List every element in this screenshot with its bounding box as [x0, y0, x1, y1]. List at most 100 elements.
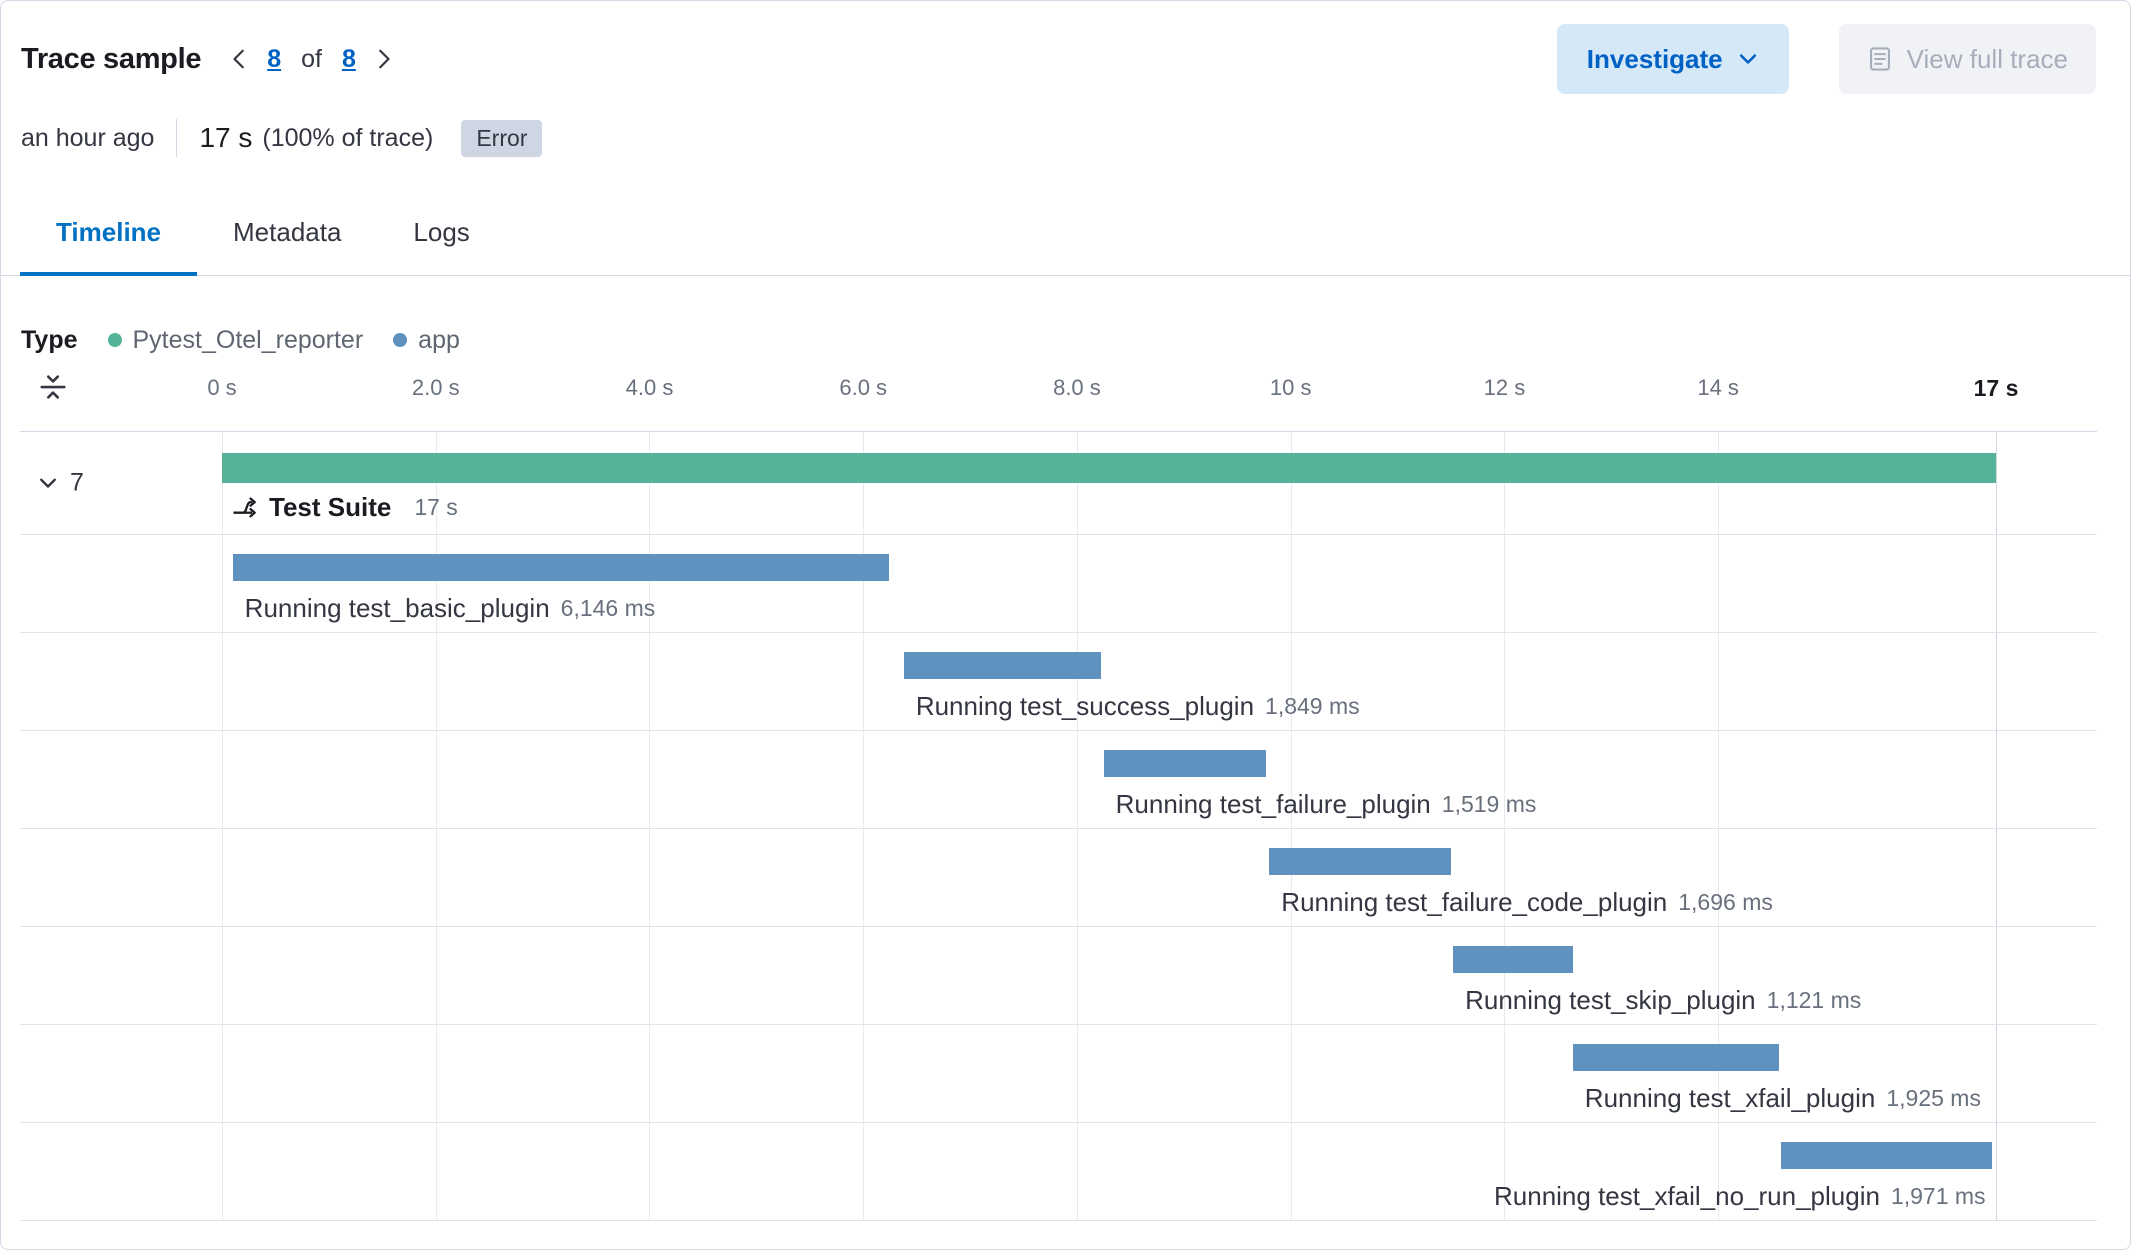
span-bar[interactable] — [1269, 848, 1451, 875]
waterfall-row-root: 7 Test Suite 17 s — [20, 432, 2097, 535]
span-label: Running test_success_plugin 1,849 ms — [916, 690, 1360, 722]
waterfall: 7 Test Suite 17 s Running test_basic_plu… — [20, 431, 2097, 1221]
span-name: Running test_basic_plugin — [244, 593, 550, 623]
grid-line — [863, 432, 865, 1220]
grid-line — [1996, 432, 1997, 1220]
investigate-label: Investigate — [1586, 43, 1723, 74]
axis-end-label: 17 s — [1973, 375, 2019, 401]
pagination-of-label: of — [301, 44, 322, 73]
span-duration: 1,121 ms — [1766, 987, 1862, 1013]
axis-tick-label: 2.0 s — [411, 375, 460, 400]
span-label: Running test_xfail_plugin 1,925 ms — [1585, 1082, 1981, 1114]
tab-logs[interactable]: Logs — [377, 197, 505, 275]
document-icon — [1869, 47, 1890, 71]
waterfall-row: Running test_xfail_plugin 1,925 ms — [20, 1025, 2097, 1123]
axis-tick-label: 12 s — [1483, 375, 1526, 400]
next-trace-button[interactable] — [368, 44, 398, 74]
legend-title: Type — [21, 325, 78, 354]
grid-line — [435, 432, 437, 1220]
tab-timeline[interactable]: Timeline — [20, 197, 198, 276]
span-label: Running test_failure_plugin 1,519 ms — [1116, 788, 1537, 820]
trace-summary: an hour ago 17 s (100% of trace) Error — [1, 115, 2130, 161]
span-duration: 1,696 ms — [1678, 889, 1773, 915]
header: Trace sample 8 of 8 Investigate View ful… — [1, 23, 2130, 95]
grid-line — [1718, 432, 1720, 1220]
legend-item-app: app — [393, 326, 460, 355]
span-duration: 1,925 ms — [1886, 1085, 1981, 1111]
axis-tick-label: 4.0 s — [625, 375, 674, 400]
axis-tick-label: 14 s — [1697, 375, 1739, 400]
span-bar[interactable] — [1781, 1142, 1992, 1169]
current-trace-link[interactable]: 8 — [267, 44, 282, 73]
investigate-button[interactable]: Investigate — [1556, 24, 1789, 94]
grid-line — [1076, 432, 1078, 1220]
waterfall-row: Running test_basic_plugin 6,146 ms — [20, 535, 2097, 633]
span-duration: 1,971 ms — [1890, 1183, 1986, 1209]
span-label: Running test_basic_plugin 6,146 ms — [245, 592, 656, 624]
span-label: Running test_xfail_no_run_plugin 1,971 ms — [1494, 1180, 1986, 1212]
child-count: 7 — [70, 468, 84, 497]
trace-branch-icon — [233, 497, 256, 518]
span-duration: 17 s — [414, 494, 458, 520]
legend-dot — [393, 333, 408, 347]
axis-tick-label: 8.0 s — [1053, 375, 1101, 400]
trace-timestamp: an hour ago — [21, 123, 155, 152]
accordion-toggle[interactable]: 7 — [36, 469, 84, 498]
legend-dot — [107, 333, 122, 347]
axis-tick-label: 6.0 s — [839, 375, 888, 400]
trace-duration: 17 s — [199, 122, 253, 153]
span-bar[interactable] — [1453, 946, 1573, 973]
span-name: Running test_failure_code_plugin — [1281, 887, 1668, 917]
span-label: Test Suite 17 s — [231, 491, 458, 523]
span-duration: 1,519 ms — [1441, 791, 1537, 817]
chevron-left-icon — [233, 49, 245, 69]
chevron-down-icon — [1739, 54, 1756, 64]
legend-item-pytest-otel-reporter: Pytest_Otel_reporter — [107, 325, 364, 355]
waterfall-row: Running test_success_plugin 1,849 ms — [20, 633, 2097, 731]
legend-label: Pytest_Otel_reporter — [132, 325, 364, 354]
span-bar[interactable] — [1103, 750, 1266, 777]
timeline-axis: 0 s 2.0 s 4.0 s 6.0 s 8.0 s 10 s 12 s 14 s 17 s — [20, 361, 2097, 407]
view-full-trace-label: View full trace — [1906, 43, 2068, 74]
chevron-down-icon — [40, 478, 56, 488]
span-name: Test Suite — [269, 492, 392, 522]
grid-line — [1504, 432, 1506, 1220]
trace-duration-percent: (100% of trace) — [262, 123, 434, 152]
span-bar-root[interactable] — [222, 453, 1996, 483]
span-name: Running test_skip_plugin — [1465, 985, 1756, 1015]
tab-bar: Timeline Metadata Logs — [1, 197, 2130, 276]
waterfall-row: Running test_failure_plugin 1,519 ms — [20, 731, 2097, 829]
prev-trace-button[interactable] — [225, 44, 255, 74]
legend-label: app — [418, 325, 460, 354]
span-bar[interactable] — [232, 554, 890, 581]
total-trace-link[interactable]: 8 — [341, 44, 356, 73]
span-label: Running test_skip_plugin 1,121 ms — [1465, 984, 1861, 1016]
page-title: Trace sample — [21, 42, 202, 75]
grid-line — [649, 432, 651, 1220]
span-duration: 1,849 ms — [1265, 693, 1360, 719]
span-name: Running test_failure_plugin — [1115, 789, 1431, 819]
span-label: Running test_failure_code_plugin 1,696 ms — [1281, 886, 1773, 918]
span-name: Running test_xfail_no_run_plugin — [1494, 1181, 1880, 1211]
axis-tick-label: 0 s — [207, 375, 237, 400]
waterfall-row: Running test_skip_plugin 1,121 ms — [20, 927, 2097, 1025]
waterfall-row: Running test_xfail_no_run_plugin 1,971 ms — [20, 1123, 2097, 1221]
grid-line — [222, 432, 223, 1220]
fold-icon — [40, 375, 66, 399]
span-duration: 6,146 ms — [560, 595, 656, 621]
collapse-all-button[interactable] — [36, 370, 70, 407]
view-full-trace-button[interactable]: View full trace — [1838, 24, 2096, 94]
trace-pagination: 8 of 8 — [225, 44, 398, 74]
chevron-right-icon — [379, 49, 390, 69]
divider — [176, 119, 178, 157]
type-legend: Type Pytest_Otel_reporter app — [1, 325, 2130, 355]
axis-tick-label: 10 s — [1269, 375, 1312, 400]
span-name: Running test_xfail_plugin — [1584, 1083, 1876, 1113]
tab-metadata[interactable]: Metadata — [197, 197, 377, 275]
waterfall-row: Running test_failure_code_plugin 1,696 ms — [20, 829, 2097, 927]
span-name: Running test_success_plugin — [915, 691, 1255, 721]
span-bar[interactable] — [1572, 1044, 1779, 1071]
span-bar[interactable] — [903, 652, 1102, 679]
grid-line — [1290, 432, 1292, 1220]
error-badge: Error — [461, 119, 543, 157]
